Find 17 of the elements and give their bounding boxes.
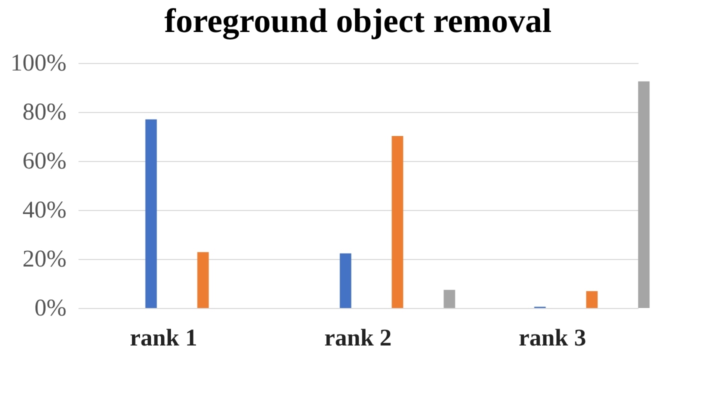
bar	[392, 136, 404, 308]
y-tick-label: 40%	[22, 198, 66, 224]
y-tick-label: 80%	[22, 100, 66, 126]
bar	[586, 291, 598, 308]
x-tick-label: rank 3	[518, 326, 586, 352]
y-tick-label: 60%	[22, 148, 66, 174]
bar	[638, 81, 650, 308]
bar	[197, 252, 209, 308]
bar	[340, 253, 352, 308]
x-tick-label: rank 1	[130, 326, 198, 352]
bar	[145, 119, 157, 308]
bar	[444, 290, 456, 308]
x-tick-label: rank 2	[324, 326, 392, 352]
y-tick-label: 20%	[22, 246, 66, 272]
chart-title: foreground object removal	[164, 3, 552, 40]
y-tick-label: 100%	[10, 50, 66, 76]
y-tick-label: 0%	[34, 296, 66, 322]
